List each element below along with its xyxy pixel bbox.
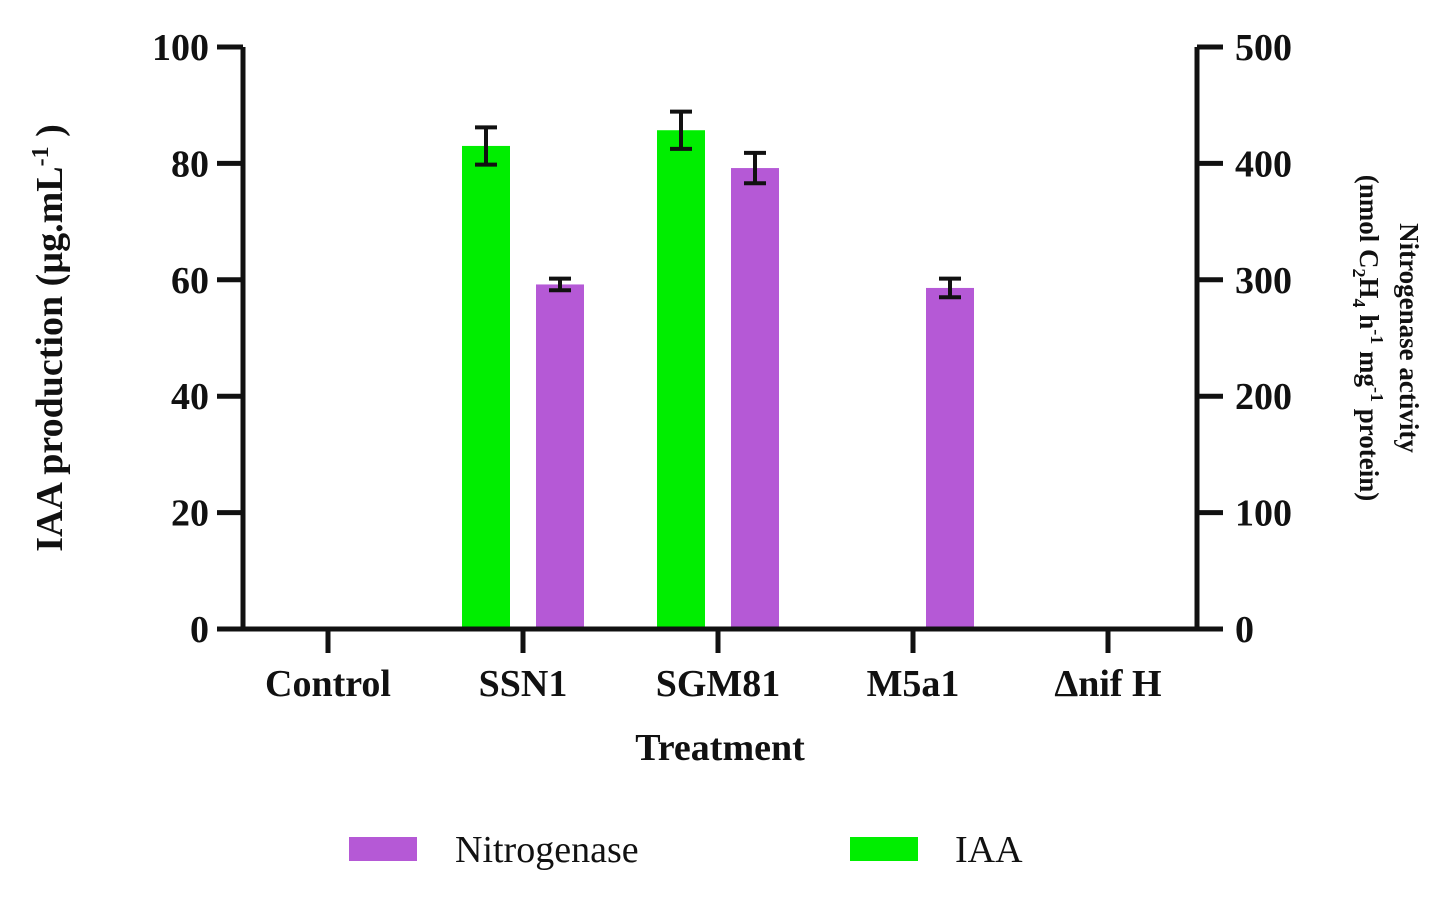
y-right-title-hunit: h: [1354, 307, 1384, 329]
y-left-title-main: IAA production (µg.mL: [29, 166, 71, 551]
y-right-title-line1: Nitrogenase activity: [1394, 223, 1424, 453]
y-left-tick-label-2: 40: [171, 376, 209, 418]
legend-label-iaa: IAA: [955, 829, 1023, 871]
y-right-tick-label-3: 300: [1235, 260, 1292, 302]
x-category-label-4: Δnif H: [1054, 663, 1161, 705]
x-category-label-3: M5a1: [867, 663, 960, 705]
y-right-title-open: (nmol C: [1354, 175, 1384, 269]
y-axis-left-title: IAA production (µg.mL-1 ): [28, 124, 71, 552]
legend-swatch-nitrogenase: [349, 837, 417, 861]
legend-swatch-iaa: [850, 837, 918, 861]
y-right-tick-label-2: 200: [1235, 376, 1292, 418]
y-left-title-close: ): [29, 124, 71, 146]
plot-area: 0 20 40 60 80 100 0 100 200 300 400 500 Control SSN1 S…: [152, 27, 1292, 705]
y-right-title-h: H: [1354, 277, 1384, 298]
y-right-title-sub2: 2: [1349, 268, 1369, 277]
y-right-tick-label-0: 0: [1235, 609, 1254, 651]
y-right-title-protein: protein): [1354, 402, 1384, 501]
y-axis-right-title: Nitrogenase activity (nmol C2H4 h-1 mg-1…: [1349, 175, 1424, 502]
x-category-label-0: Control: [265, 663, 391, 705]
y-right-title-sup1: -1: [1367, 329, 1387, 344]
legend-label-nitrogenase: Nitrogenase: [455, 829, 639, 871]
bar-iaa-1: [462, 145, 510, 629]
x-axis-title: Treatment: [635, 727, 805, 769]
bar-nitrogenase-3: [926, 287, 974, 629]
y-right-tick-label-1: 100: [1235, 493, 1292, 535]
y-right-title-mg: mg: [1354, 344, 1384, 387]
y-right-tick-label-4: 400: [1235, 143, 1292, 185]
x-category-label-2: SGM81: [656, 663, 781, 705]
bar-nitrogenase-2: [731, 168, 779, 629]
y-right-title-sup2: -1: [1367, 387, 1387, 402]
y-right-title-sub4: 4: [1349, 298, 1369, 307]
y-left-tick-label-0: 0: [190, 609, 209, 651]
bar-iaa-2: [657, 130, 705, 629]
y-left-tick-label-3: 60: [171, 260, 209, 302]
y-left-tick-label-5: 100: [152, 27, 209, 69]
x-category-label-1: SSN1: [479, 663, 568, 705]
y-right-title-line2: (nmol C2H4 h-1 mg-1 protein): [1349, 175, 1387, 502]
y-left-title-sup: -1: [28, 146, 54, 166]
y-right-tick-label-5: 500: [1235, 27, 1292, 69]
legend: Nitrogenase IAA: [349, 829, 1023, 871]
y-left-tick-label-1: 20: [171, 493, 209, 535]
bar-nitrogenase-1: [536, 284, 584, 629]
y-left-tick-label-4: 80: [171, 143, 209, 185]
